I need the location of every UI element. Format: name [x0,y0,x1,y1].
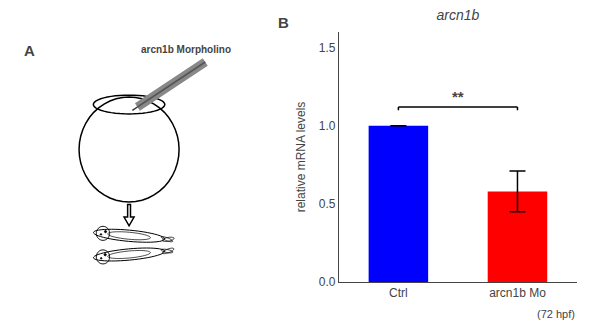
svg-text:A: A [24,42,35,59]
svg-text:**: ** [452,88,464,105]
svg-text:arcn1b Mo: arcn1b Mo [489,286,546,300]
svg-text:1.0: 1.0 [319,119,336,133]
svg-text:arcn1b Morpholino: arcn1b Morpholino [141,44,231,55]
svg-text:0.0: 0.0 [319,275,336,289]
svg-text:0.5: 0.5 [319,197,336,211]
svg-text:(72 hpf): (72 hpf) [537,308,575,320]
svg-text:B: B [278,14,289,31]
svg-text:arcn1b: arcn1b [437,7,480,23]
svg-text:1.5: 1.5 [319,41,336,55]
svg-text:relative mRNA levels: relative mRNA levels [294,102,308,213]
svg-text:Ctrl: Ctrl [389,286,408,300]
